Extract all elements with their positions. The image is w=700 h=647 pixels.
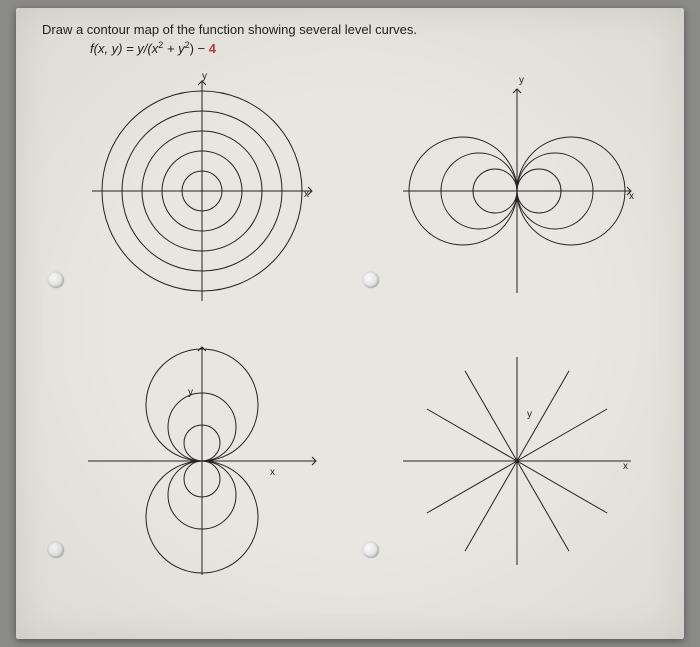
radio-d[interactable] (363, 542, 379, 558)
option-d: y x (357, 336, 662, 586)
plot-c-svg: y x (82, 341, 322, 581)
worksheet-page: Draw a contour map of the function showi… (16, 8, 684, 639)
radio-a[interactable] (48, 272, 64, 288)
eq-sup2: 2 (185, 40, 190, 50)
question-text: Draw a contour map of the function showi… (42, 22, 658, 37)
radio-c[interactable] (48, 542, 64, 558)
axis-x-label: x (304, 189, 309, 200)
eq-mid: + y (163, 41, 184, 56)
eq-prefix: f(x, y) = y/(x (90, 41, 158, 56)
plot-b: y x (397, 71, 637, 311)
axis-x-label: x (623, 461, 628, 472)
plot-d: y x (397, 341, 637, 581)
axis-y-label: y (188, 387, 193, 398)
plot-c: y x (82, 341, 322, 581)
plot-b-svg: y x (397, 71, 637, 311)
plot-a: y x (82, 71, 322, 311)
axis-x-label: x (270, 467, 275, 478)
options-grid: y x y x (42, 66, 662, 586)
axis-y-label: y (527, 409, 532, 420)
equation: f(x, y) = y/(x2 + y2) − 4 (90, 41, 658, 56)
plot-d-svg: y x (397, 341, 637, 581)
plot-a-svg: y x (82, 71, 322, 311)
eq-suffix: ) − (190, 41, 209, 56)
eq-highlight: 4 (209, 41, 216, 56)
option-a: y x (42, 66, 347, 316)
option-b: y x (357, 66, 662, 316)
option-c: y x (42, 336, 347, 586)
radio-b[interactable] (363, 272, 379, 288)
eq-sup1: 2 (158, 40, 163, 50)
axis-x-label: x (629, 191, 634, 202)
axis-y-label: y (202, 71, 207, 82)
axis-y-label: y (519, 75, 524, 86)
